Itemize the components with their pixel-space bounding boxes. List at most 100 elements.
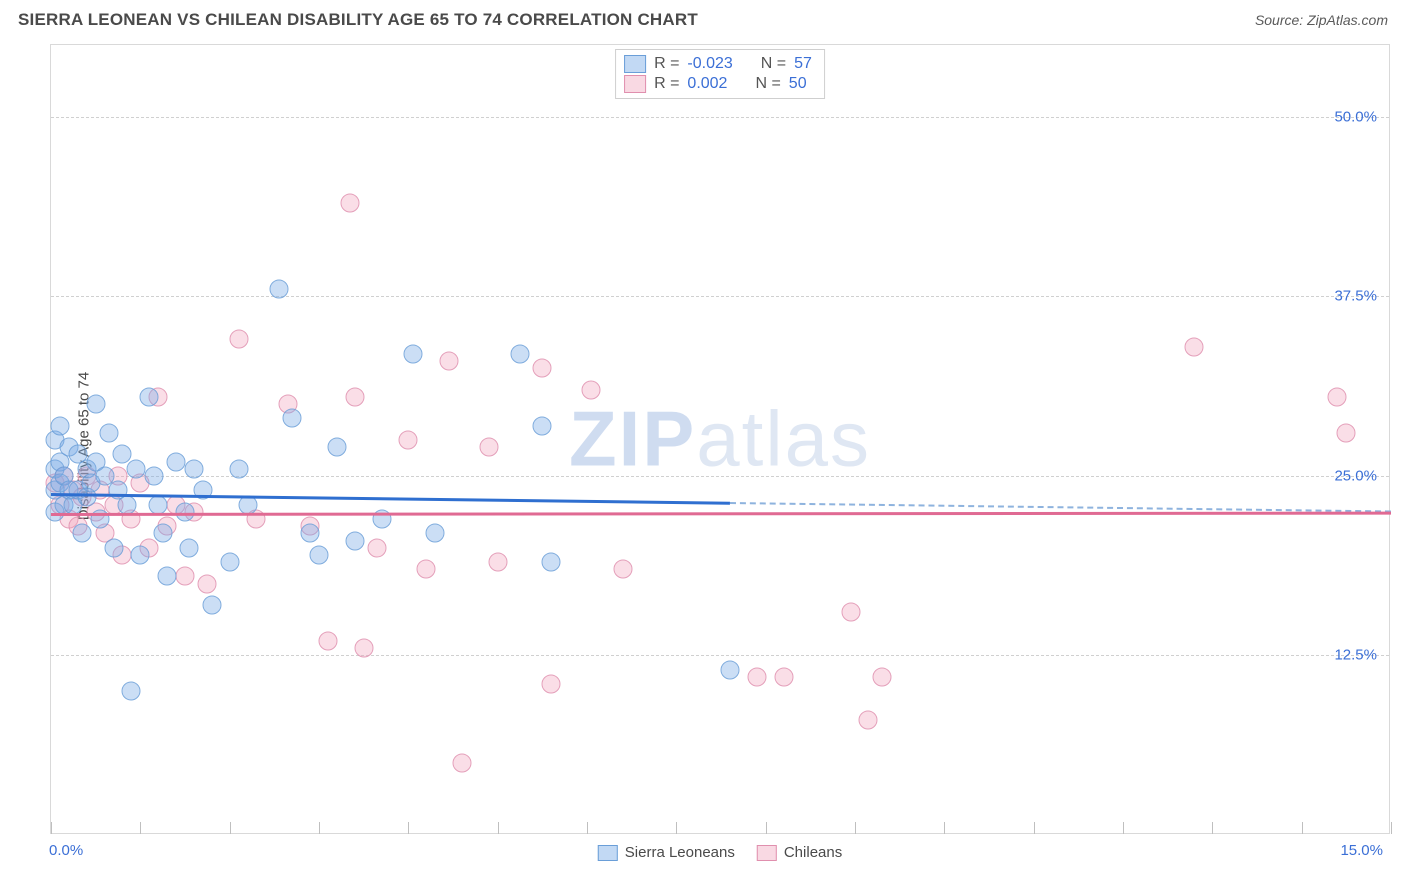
scatter-point-series1 <box>720 660 739 679</box>
scatter-point-series1 <box>176 502 195 521</box>
scatter-point-series2 <box>318 632 337 651</box>
y-tick-label: 12.5% <box>1334 647 1377 664</box>
n-label: N = <box>761 55 786 73</box>
scatter-point-series1 <box>73 524 92 543</box>
x-tick <box>408 822 409 834</box>
scatter-point-series1 <box>167 452 186 471</box>
x-tick <box>1034 822 1035 834</box>
scatter-point-series2 <box>176 567 195 586</box>
y-tick-label: 37.5% <box>1334 288 1377 305</box>
chart-title: SIERRA LEONEAN VS CHILEAN DISABILITY AGE… <box>18 10 698 30</box>
scatter-point-series1 <box>122 682 141 701</box>
scatter-point-series2 <box>872 668 891 687</box>
watermark-right: atlas <box>696 395 871 483</box>
grid-line <box>51 296 1389 297</box>
scatter-point-series1 <box>131 545 150 564</box>
x-axis-end-label: 15.0% <box>1340 842 1383 859</box>
scatter-point-series2 <box>399 431 418 450</box>
legend-stats-row-1: R = -0.023 N = 57 <box>624 54 812 74</box>
scatter-point-series1 <box>86 395 105 414</box>
x-tick <box>230 822 231 834</box>
scatter-point-series2 <box>417 560 436 579</box>
chart-source: Source: ZipAtlas.com <box>1255 12 1388 28</box>
legend-item-series2: Chileans <box>757 844 842 861</box>
scatter-point-series1 <box>327 438 346 457</box>
scatter-point-series1 <box>202 596 221 615</box>
scatter-point-series2 <box>354 639 373 658</box>
n-label: N = <box>755 75 780 93</box>
x-tick <box>944 822 945 834</box>
legend-stats: R = -0.023 N = 57 R = 0.002 N = 50 <box>615 49 825 99</box>
r-value: 0.002 <box>687 75 727 93</box>
x-tick <box>319 822 320 834</box>
x-tick <box>1391 822 1392 834</box>
scatter-point-series2 <box>533 359 552 378</box>
scatter-point-series1 <box>144 466 163 485</box>
scatter-point-series1 <box>50 416 69 435</box>
scatter-point-series1 <box>283 409 302 428</box>
scatter-point-series1 <box>158 567 177 586</box>
grid-line <box>51 655 1389 656</box>
n-value: 50 <box>789 75 807 93</box>
x-tick <box>1123 822 1124 834</box>
grid-line <box>51 476 1389 477</box>
scatter-point-series2 <box>774 668 793 687</box>
y-tick-label: 50.0% <box>1334 108 1377 125</box>
scatter-point-series2 <box>1337 423 1356 442</box>
scatter-point-series1 <box>184 459 203 478</box>
scatter-point-series1 <box>100 423 119 442</box>
legend-swatch-series1 <box>598 845 618 861</box>
scatter-point-series2 <box>1185 337 1204 356</box>
r-value: -0.023 <box>687 55 732 73</box>
n-value: 57 <box>794 55 812 73</box>
scatter-point-series1 <box>229 459 248 478</box>
scatter-point-series2 <box>341 194 360 213</box>
scatter-point-series1 <box>140 387 159 406</box>
scatter-point-series2 <box>542 675 561 694</box>
scatter-point-series2 <box>1328 387 1347 406</box>
scatter-point-series2 <box>859 711 878 730</box>
scatter-point-series2 <box>488 553 507 572</box>
scatter-point-series1 <box>301 524 320 543</box>
legend-swatch-series1 <box>624 55 646 73</box>
scatter-point-series2 <box>439 352 458 371</box>
scatter-point-series1 <box>533 416 552 435</box>
x-tick <box>1302 822 1303 834</box>
legend-swatch-series2 <box>624 75 646 93</box>
scatter-point-series2 <box>198 574 217 593</box>
scatter-point-series2 <box>582 380 601 399</box>
x-tick <box>587 822 588 834</box>
scatter-point-series1 <box>511 344 530 363</box>
scatter-point-series2 <box>229 330 248 349</box>
chart-area: ZIPatlas 12.5%25.0%37.5%50.0% R = -0.023… <box>50 44 1390 834</box>
grid-line <box>51 117 1389 118</box>
scatter-point-series2 <box>452 754 471 773</box>
scatter-point-series1 <box>126 459 145 478</box>
watermark-left: ZIP <box>569 395 696 483</box>
x-tick <box>676 822 677 834</box>
r-label: R = <box>654 55 679 73</box>
x-axis-start-label: 0.0% <box>49 842 83 859</box>
scatter-point-series1 <box>426 524 445 543</box>
legend-item-series1: Sierra Leoneans <box>598 844 735 861</box>
r-label: R = <box>654 75 679 93</box>
x-tick <box>51 822 52 834</box>
scatter-point-series1 <box>310 545 329 564</box>
legend-series: Sierra Leoneans Chileans <box>598 844 842 861</box>
x-tick <box>1212 822 1213 834</box>
scatter-point-series1 <box>153 524 172 543</box>
scatter-point-series1 <box>180 538 199 557</box>
scatter-point-series2 <box>479 438 498 457</box>
legend-swatch-series2 <box>757 845 777 861</box>
scatter-point-series1 <box>117 495 136 514</box>
scatter-point-series2 <box>613 560 632 579</box>
scatter-point-series1 <box>104 538 123 557</box>
scatter-point-series1 <box>220 553 239 572</box>
watermark: ZIPatlas <box>569 394 871 485</box>
scatter-point-series1 <box>542 553 561 572</box>
x-tick <box>766 822 767 834</box>
x-tick <box>140 822 141 834</box>
scatter-point-series2 <box>841 603 860 622</box>
scatter-point-series2 <box>345 387 364 406</box>
plot-area: ZIPatlas 12.5%25.0%37.5%50.0% <box>51 45 1389 833</box>
